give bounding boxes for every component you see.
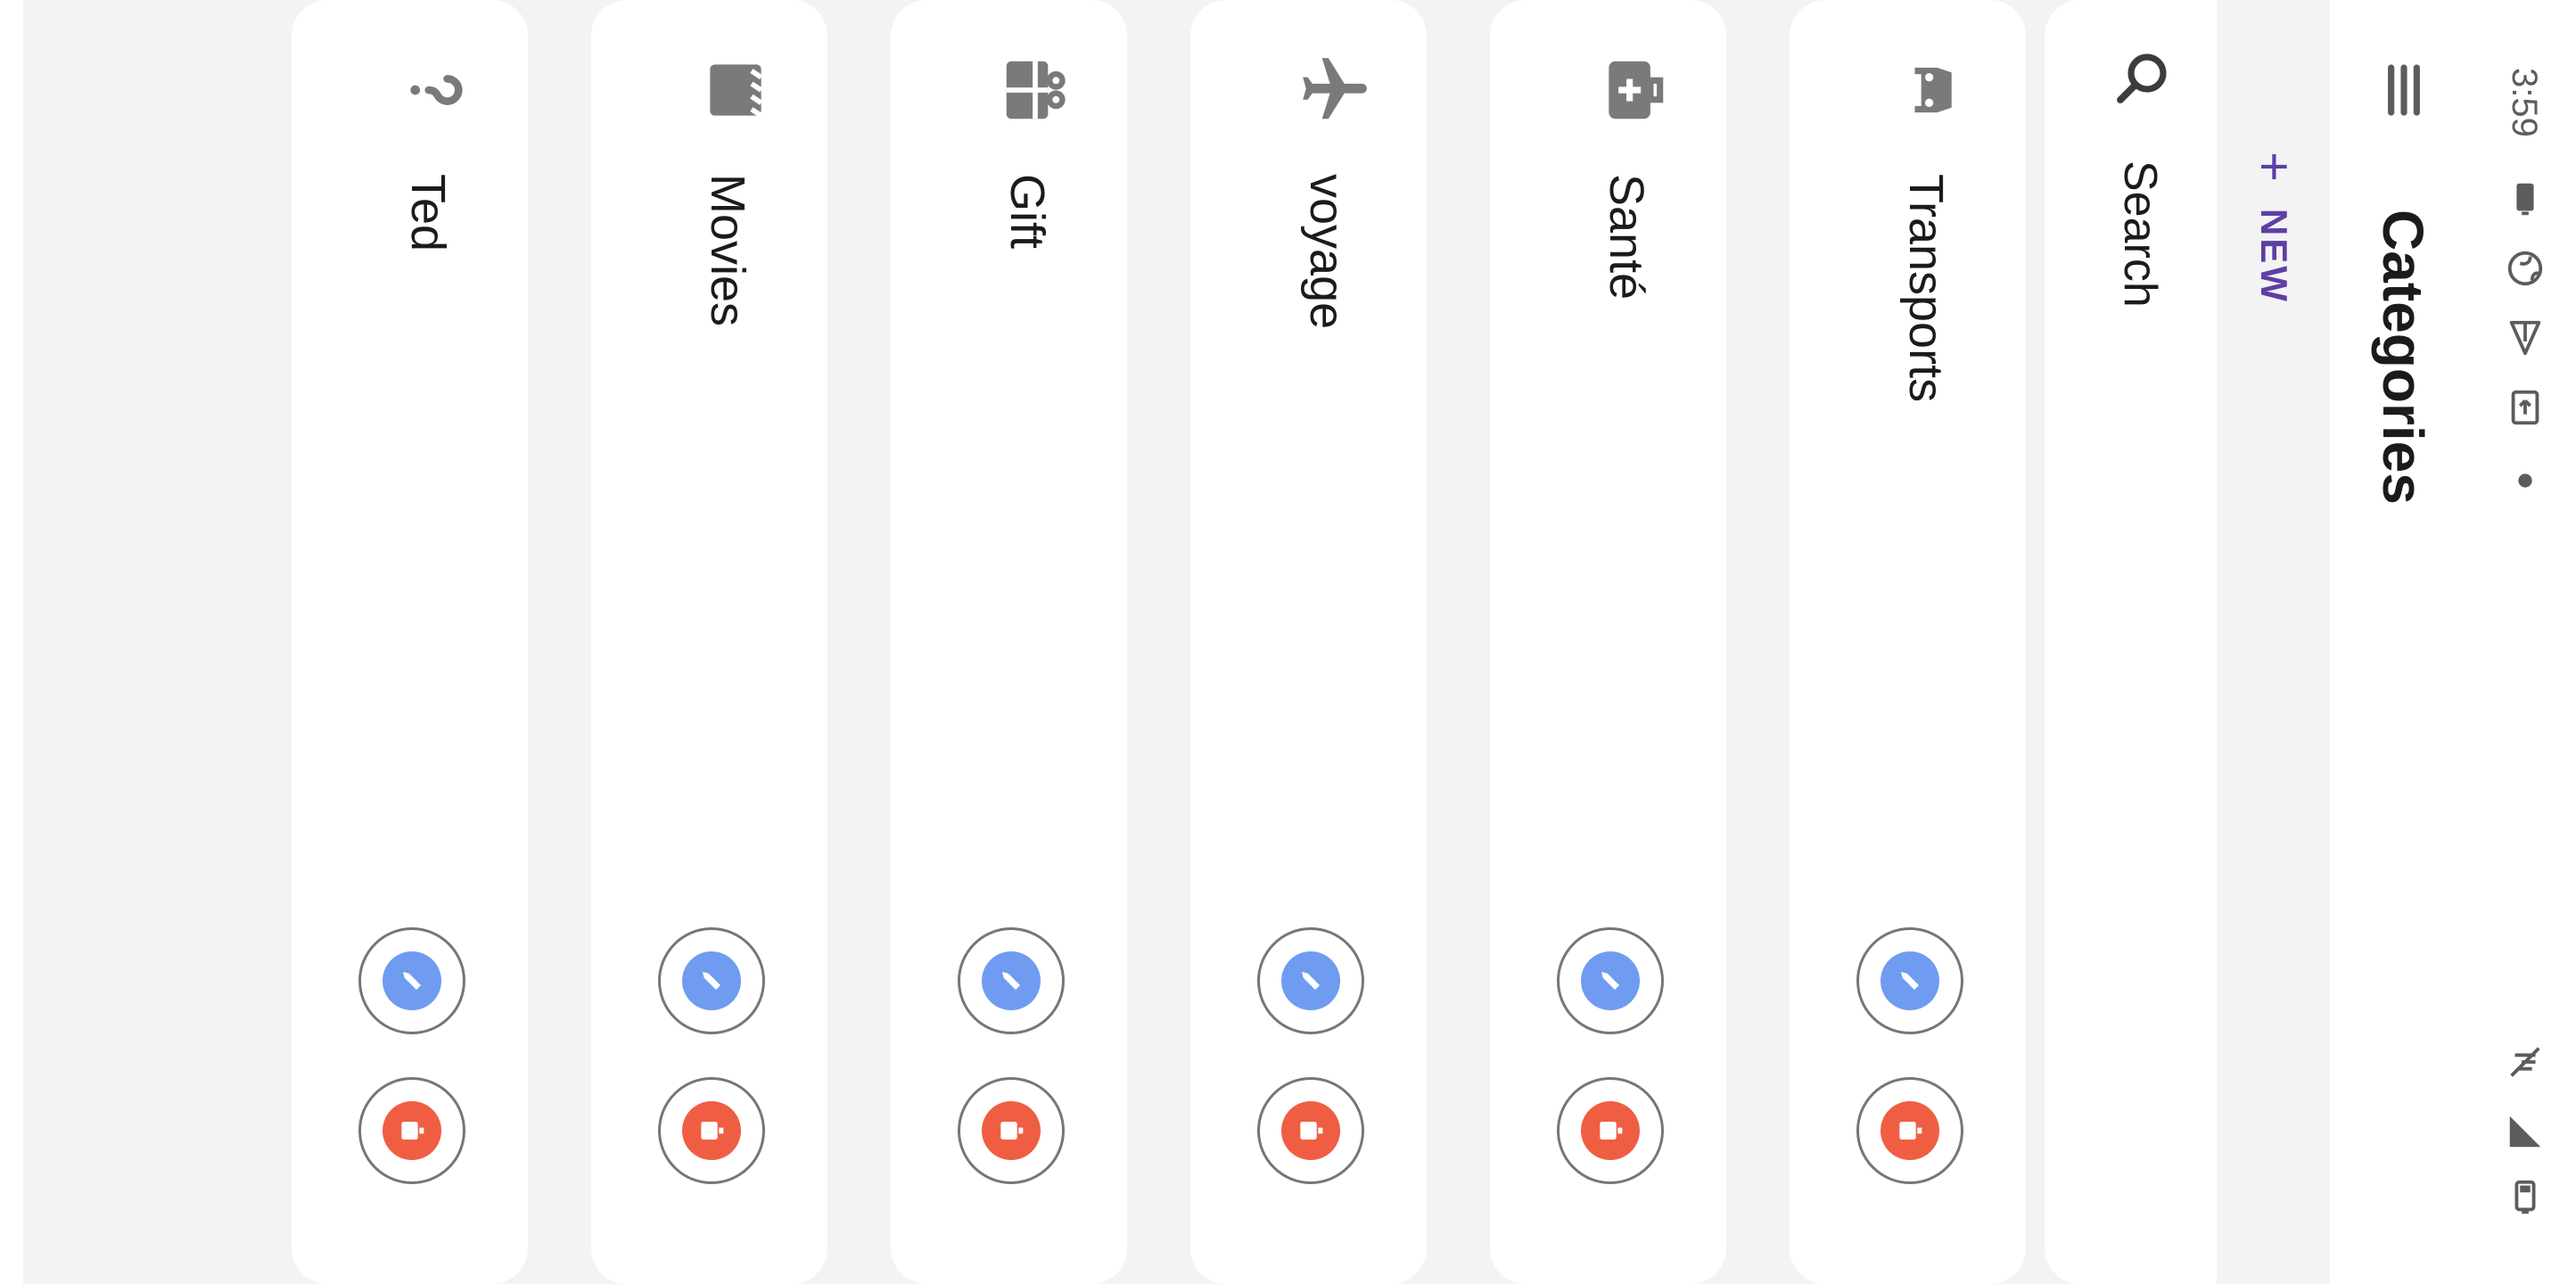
page-title: Categories [2371,210,2435,505]
edit-pencil-icon [1581,951,1640,1010]
screen-edge [0,0,23,1284]
category-name: Santé [1600,174,1653,300]
edit-pencil-icon [982,951,1041,1010]
delete-icon [1581,1101,1640,1160]
category-name: Gift [1000,174,1054,250]
edit-category-button[interactable] [358,927,465,1034]
delete-category-button[interactable] [958,1077,1065,1184]
menu-icon[interactable] [2366,52,2442,128]
category-name: Transports [1899,174,1953,403]
help-icon [398,52,474,128]
category-card[interactable]: Movies [591,0,827,1284]
search-bar [2045,0,2217,1284]
category-card[interactable]: Gift [891,0,1127,1284]
edit-category-button[interactable] [1856,927,1963,1034]
delete-icon [1881,1101,1939,1160]
delete-icon [682,1101,741,1160]
edit-category-button[interactable] [1257,927,1364,1034]
cast-icon [2505,387,2546,428]
category-card[interactable]: voyage [1190,0,1427,1284]
edit-pencil-icon [1881,951,1939,1010]
app-bar: Categories [2330,0,2480,1284]
status-time: 3:59 [2505,68,2544,137]
new-button-label: NEW [2253,208,2295,304]
gift-icon [997,52,1074,128]
delete-icon [383,1101,441,1160]
edit-pencil-icon [682,951,741,1010]
status-bar: 3:59 [2480,0,2576,1284]
edit-pencil-icon [1281,951,1340,1010]
category-name: voyage [1300,174,1354,330]
battery-icon [2505,1177,2546,1218]
medical-bag-icon [1596,52,1673,128]
category-name: Movies [701,174,754,327]
signal-icon [2505,1111,2546,1152]
battery-saver-icon [2505,178,2546,219]
movie-icon [697,52,774,128]
delete-category-button[interactable] [1557,1077,1664,1184]
delete-icon [982,1101,1041,1160]
edit-category-button[interactable] [658,927,765,1034]
dot-indicator-icon [2505,460,2546,501]
edit-category-button[interactable] [1557,927,1664,1034]
category-card[interactable]: Santé [1490,0,1726,1284]
new-bar: + NEW [2217,0,2330,1284]
category-card[interactable]: Transports [1790,0,2026,1284]
category-name: Ted [401,174,455,252]
delete-category-button[interactable] [658,1077,765,1184]
delete-category-button[interactable] [1856,1077,1963,1184]
search-icon [2110,46,2174,111]
delete-icon [1281,1101,1340,1160]
vibrate-off-icon [2505,1041,2546,1082]
delete-category-button[interactable] [1257,1077,1364,1184]
search-input[interactable] [2104,160,2176,1141]
category-card[interactable]: Ted [292,0,528,1284]
airplane-icon [1296,52,1373,128]
car-icon [1896,52,1972,128]
send-icon [2505,317,2546,358]
new-category-button[interactable]: + NEW [2239,152,2309,304]
vpn-globe-icon [2505,248,2546,289]
edit-pencil-icon [383,951,441,1010]
edit-category-button[interactable] [958,927,1065,1034]
plus-icon: + [2245,152,2303,182]
delete-category-button[interactable] [358,1077,465,1184]
